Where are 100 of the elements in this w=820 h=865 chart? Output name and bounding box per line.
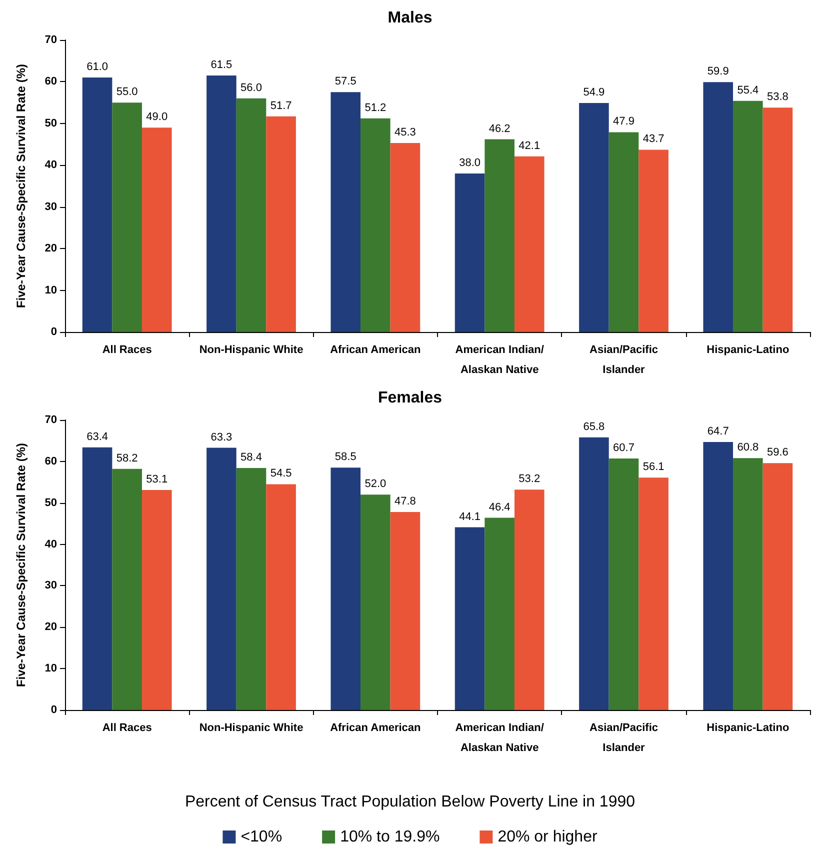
legend-label: 20% or higher [498,828,598,846]
data-label: 59.9 [707,66,729,78]
data-label: 53.2 [518,473,540,486]
data-label: 56.0 [240,82,262,94]
bar [142,490,172,710]
bar [608,132,639,332]
data-label: 54.9 [583,86,605,98]
bar [112,102,142,332]
y-tick-label: 20 [44,242,57,255]
data-label: 63.3 [210,431,232,444]
bar [142,128,172,332]
bar [484,139,514,332]
y-tick-label: 70 [44,34,57,46]
bar [266,116,296,332]
bar [330,468,361,710]
data-label: 49.0 [146,111,168,124]
data-label: 55.4 [737,84,759,96]
bar [330,92,361,332]
bar [703,82,734,332]
data-label: 58.5 [334,451,356,464]
data-label: 54.5 [270,468,292,480]
legend-label: 10% to 19.9% [340,828,440,846]
bar [579,437,609,710]
y-tick-label: 10 [44,662,57,675]
y-tick-label: 60 [44,76,57,88]
bar [206,75,236,332]
bar [236,98,266,332]
data-label: 38.0 [459,156,480,169]
data-label: 53.8 [767,91,788,104]
y-tick-label: 60 [44,455,57,468]
data-label: 61.5 [210,58,232,71]
data-label: 60.8 [737,442,759,454]
data-label: 51.2 [364,102,386,114]
bar [608,458,639,710]
bar [454,173,485,332]
data-label: 61.0 [86,61,108,74]
y-tick-label: 70 [44,414,57,426]
bar [762,463,793,710]
y-tick-label: 40 [44,538,57,550]
bar [638,150,668,332]
y-tick-label: 40 [44,159,57,172]
data-label: 45.3 [394,126,416,139]
data-label: 51.7 [270,100,292,112]
data-label: 42.1 [518,140,540,152]
x-tick-label: Asian/Pacific Islander [590,344,658,376]
x-tick-label: Non-Hispanic White [199,344,304,356]
bar [454,527,485,710]
data-label: 64.7 [707,425,729,438]
data-label: 53.1 [146,474,168,486]
data-label: 46.4 [488,501,510,514]
data-label: 60.7 [613,442,634,454]
x-tick-label: Asian/Pacific Islander [590,722,658,754]
data-label: 43.7 [642,133,664,146]
bar [390,512,420,710]
bar [733,100,763,332]
y-tick-label: 0 [50,704,57,716]
x-tick-label: All Races [102,344,152,356]
legend-title: Percent of Census Tract Population Below Poverty Line in 1990 [184,794,636,810]
bar [733,458,763,710]
legend-label: <10% [240,828,282,846]
data-label: 46.2 [488,122,510,135]
data-label: 47.9 [613,116,634,128]
bar [206,448,236,710]
y-tick-label: 50 [44,496,57,509]
bar [514,156,544,332]
bar [266,484,296,710]
y-tick-label: 20 [44,621,57,634]
x-tick-label: African American [330,344,422,356]
x-tick-label: American Indian/Alaskan Native [455,344,544,376]
data-label: 63.4 [86,430,108,443]
bar [638,478,668,710]
x-tick-label: Hispanic-Latino [706,344,790,356]
data-label: 65.8 [583,420,605,433]
data-label: 44.1 [459,510,480,523]
x-tick-label: American Indian/Alaskan Native [455,722,544,754]
chart-title: Females [378,390,442,406]
bar [703,442,734,710]
y-tick-label: 10 [44,284,57,296]
x-tick-label: All Races [102,722,152,734]
bar [82,447,112,710]
data-label: 47.8 [394,495,416,508]
data-label: 56.1 [642,461,664,474]
x-tick-label: Non-Hispanic White [199,722,304,734]
data-label: 55.0 [116,86,138,98]
bar [112,468,142,710]
bar [762,108,793,332]
y-tick-label: 0 [50,326,57,338]
data-label: 58.4 [240,452,262,464]
bar [236,468,266,710]
y-tick-label: 30 [44,580,57,592]
bar [514,490,544,710]
bar [360,118,390,332]
x-tick-label: African American [330,722,422,734]
chart-title: Males [388,10,432,26]
bar [579,102,609,332]
y-axis-title: Five-Year Cause-Specific Survival Rate (%) [14,64,28,308]
data-label: 52.0 [364,478,386,490]
bar [484,518,514,710]
bar [390,143,420,332]
data-label: 57.5 [334,76,356,88]
